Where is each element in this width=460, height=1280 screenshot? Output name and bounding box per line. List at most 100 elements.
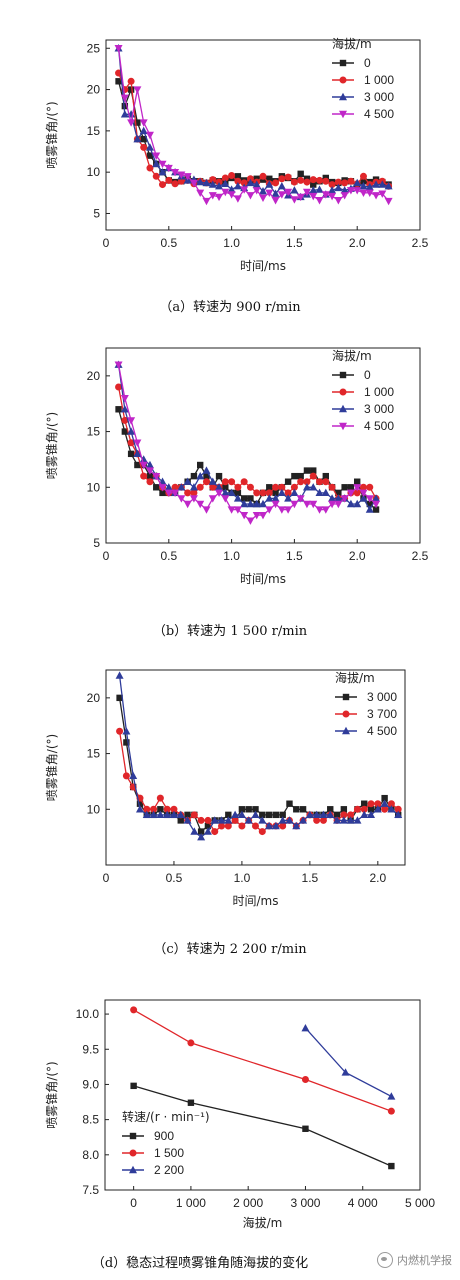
data-point [240, 499, 249, 508]
data-point [231, 816, 239, 824]
data-point [158, 167, 167, 176]
legend-label: 3 700 [367, 707, 397, 721]
data-point [157, 806, 164, 813]
data-point [265, 180, 274, 188]
data-point [259, 489, 267, 497]
data-point [301, 1023, 310, 1032]
legend-label: 1 000 [364, 73, 394, 87]
legend-label: 4 500 [367, 724, 397, 738]
x-tick-label: 1.0 [234, 871, 251, 885]
data-point [145, 460, 154, 469]
data-point [142, 810, 151, 819]
data-point [215, 472, 223, 480]
data-point [297, 176, 305, 184]
data-point [286, 800, 293, 807]
data-point [129, 771, 138, 780]
data-point [365, 182, 374, 191]
data-point [328, 192, 337, 201]
data-point [284, 506, 293, 514]
data-point [279, 822, 287, 830]
data-point [127, 450, 135, 458]
data-point [374, 800, 382, 808]
y-tick-label: 8.5 [82, 1113, 99, 1127]
data-point [139, 119, 148, 127]
x-tick-label: 0 [130, 1196, 137, 1210]
data-point [115, 78, 122, 85]
data-point [145, 467, 154, 475]
data-point [152, 172, 160, 180]
data-point [221, 478, 229, 486]
x-tick-label: 2.0 [349, 549, 366, 563]
data-point [353, 178, 362, 187]
data-point [366, 500, 373, 508]
data-point [381, 805, 389, 813]
data-point [163, 810, 172, 819]
data-point [259, 186, 267, 195]
plot-frame [105, 669, 406, 866]
data-point [127, 77, 135, 85]
data-point [284, 188, 293, 197]
data-point [278, 483, 286, 491]
data-point [133, 134, 142, 143]
data-point [321, 506, 330, 514]
data-point [353, 187, 362, 195]
data-point [319, 816, 327, 824]
y-axis-label: 喷雾锥角/(°) [45, 412, 59, 479]
data-point [259, 499, 267, 508]
data-point [252, 511, 261, 520]
data-point [234, 177, 242, 185]
data-point [380, 799, 389, 807]
data-point [227, 191, 236, 199]
data-point [208, 495, 217, 503]
data-point [360, 178, 367, 185]
data-point [278, 175, 286, 183]
data-point [227, 506, 236, 514]
data-point [156, 810, 165, 819]
data-point [140, 472, 148, 480]
series-0 [115, 78, 392, 189]
data-point [221, 188, 230, 197]
x-tick-label: 2.5 [412, 549, 429, 563]
data-point [146, 164, 154, 172]
data-point [301, 1076, 309, 1084]
data-point [285, 816, 294, 824]
data-point [360, 810, 369, 819]
data-point [197, 832, 206, 841]
data-point [171, 483, 179, 491]
data-point [340, 186, 349, 194]
data-point [315, 506, 324, 514]
data-point [233, 195, 242, 203]
data-point [150, 805, 158, 813]
data-point [252, 187, 261, 195]
data-point [303, 478, 311, 486]
data-point [309, 472, 317, 480]
data-point [116, 694, 123, 702]
y-tick-label: 9.0 [82, 1077, 99, 1091]
data-point [145, 131, 154, 140]
data-point [387, 1107, 395, 1115]
data-point [297, 472, 304, 480]
data-point [227, 185, 236, 193]
data-point [347, 811, 355, 819]
data-point [133, 449, 142, 458]
data-point [246, 517, 255, 525]
data-point [388, 1162, 395, 1170]
data-point [202, 478, 210, 486]
data-point [197, 828, 205, 835]
data-point [136, 800, 144, 807]
data-point [305, 810, 314, 819]
data-point [372, 506, 380, 513]
chart-d: 0 1 000 2 000 3 000 4 000 5 000 7.5 8.0 8.5 9.0 9.… [45, 999, 435, 1230]
data-point [233, 494, 242, 502]
x-tick-label: 1.5 [286, 549, 303, 563]
data-point [227, 488, 236, 497]
data-point [353, 805, 361, 813]
data-point [310, 467, 317, 474]
data-point [196, 189, 205, 198]
data-point [163, 805, 171, 813]
data-point [290, 196, 299, 204]
data-point [134, 119, 141, 126]
data-point [153, 484, 160, 491]
series-line [117, 72, 389, 187]
data-point [299, 806, 307, 813]
